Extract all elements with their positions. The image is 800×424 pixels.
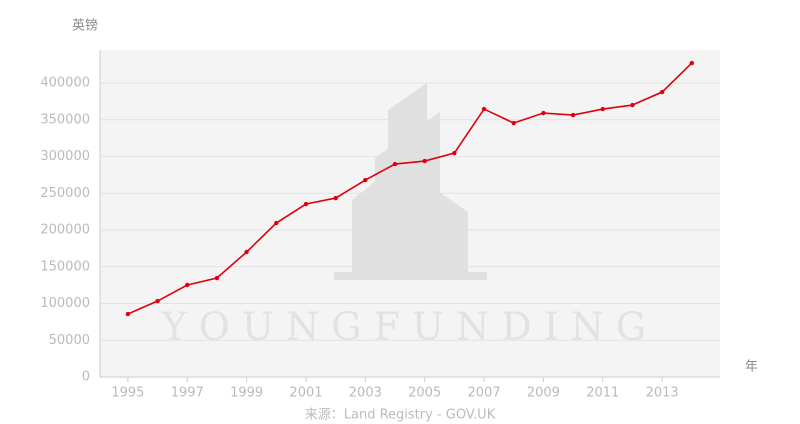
point: [481, 106, 487, 112]
point: [511, 120, 516, 126]
y-tick-label: 250000: [40, 186, 90, 201]
point: [422, 158, 427, 164]
y-tick-label: 350000: [40, 112, 90, 127]
line: [127, 62, 693, 315]
point: [125, 311, 131, 317]
x-tick-label: 2001: [289, 386, 322, 401]
x-tick-label: 2009: [527, 386, 560, 401]
point: [541, 110, 546, 116]
x-tick-label: 2013: [646, 386, 679, 401]
x-tick-label: 2011: [586, 386, 619, 401]
point: [303, 201, 309, 207]
point: [274, 220, 279, 226]
x-axis-title: 年: [745, 360, 758, 375]
point: [570, 112, 576, 118]
point: [659, 89, 665, 95]
watermark-building: [334, 83, 487, 280]
x-tick-label: 2003: [349, 386, 382, 401]
point: [689, 60, 695, 66]
watermark: YOUNGFUNDING: [161, 305, 659, 349]
y-tick-label: 150000: [40, 259, 90, 274]
x-tick-label: 1997: [171, 386, 204, 401]
x-tick-label: 2005: [408, 386, 441, 401]
y-tick-label: 0: [82, 370, 90, 385]
y-tick-label: 200000: [40, 223, 90, 238]
point: [185, 282, 190, 288]
point: [244, 249, 249, 255]
point: [333, 195, 338, 201]
point: [363, 177, 368, 183]
point: [155, 298, 160, 304]
y-tick-label: 100000: [40, 296, 90, 311]
x-tick-label: 1999: [230, 386, 263, 401]
point: [630, 102, 635, 108]
point: [600, 106, 605, 112]
x-tick-label: 2007: [468, 386, 501, 401]
point: [392, 161, 398, 167]
y-tick-label: 300000: [40, 149, 90, 164]
y-tick-label: 50000: [49, 333, 90, 348]
y-tick-label: 400000: [40, 76, 90, 91]
x-tick-label: 1995: [111, 386, 144, 401]
point: [214, 275, 220, 281]
point: [452, 150, 457, 156]
source: 来源：Land Registry - GOV.UK: [305, 408, 496, 423]
y-axis-title: 英镑: [72, 18, 98, 34]
